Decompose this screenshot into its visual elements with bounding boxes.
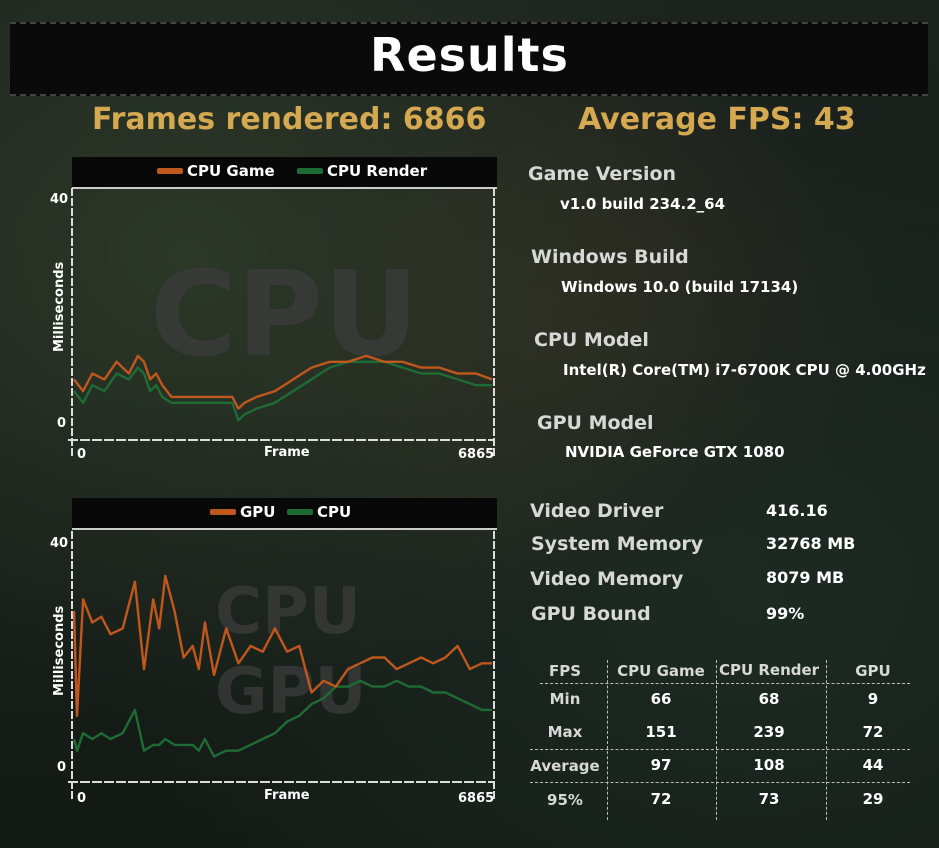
cpu-chart-xtick-min: 0 xyxy=(77,447,87,462)
windows-build-value: Windows 10.0 (build 17134) xyxy=(561,278,799,296)
gpu-model-label: GPU Model xyxy=(537,412,654,434)
series-line-cpu xyxy=(72,679,492,758)
fps-cell: 97 xyxy=(650,756,672,774)
legend-label-cpu-render: CPU Render xyxy=(327,162,428,180)
fps-table-header-fps: FPS xyxy=(548,662,582,680)
legend-item-gpu: GPU xyxy=(210,503,276,521)
fps-row-label-max: Max xyxy=(547,723,583,741)
gpu-chart-legend: GPU CPU xyxy=(72,498,497,530)
legend-label-cpu-game: CPU Game xyxy=(187,162,275,180)
cpu-chart-ytick-min: 0 xyxy=(57,416,67,431)
cpu-chart-legend: CPU Game CPU Render xyxy=(72,157,497,189)
series-line-cpu-game xyxy=(73,354,493,410)
frames-rendered-label: Frames rendered: xyxy=(92,102,403,137)
fps-table-divider xyxy=(530,749,910,750)
cpu-chart-xlabel: Frame xyxy=(264,445,310,460)
fps-cell: 151 xyxy=(645,723,677,741)
legend-swatch-cpu-render xyxy=(297,168,323,174)
fps-table-header-cpu-game: CPU Game xyxy=(617,662,705,680)
frames-rendered-value: 6866 xyxy=(402,102,487,137)
legend-swatch-gpu xyxy=(210,509,236,515)
cpu-chart-watermark: CPU xyxy=(150,245,419,383)
game-version-value: v1.0 build 234.2_64 xyxy=(560,195,726,213)
game-version-label: Game Version xyxy=(528,163,677,185)
legend-label-cpu: CPU xyxy=(317,503,352,521)
fps-table-divider xyxy=(530,782,910,783)
fps-row-label-average: Average xyxy=(530,757,600,775)
legend-item-cpu-render: CPU Render xyxy=(297,162,427,180)
fps-row-label-min: Min xyxy=(549,690,581,708)
legend-swatch-cpu-game xyxy=(157,168,183,174)
cpu-chart-xtick-max: 6865 xyxy=(458,447,495,462)
spec-value-video-memory: 8079 MB xyxy=(766,568,845,587)
page-title: Results xyxy=(370,28,569,82)
fps-cell: 108 xyxy=(753,756,785,774)
fps-cell: 29 xyxy=(862,790,884,808)
fps-cell: 239 xyxy=(753,723,785,741)
gpu-chart-ytick-max: 40 xyxy=(50,536,69,551)
gpu-chart-ytick-min: 0 xyxy=(57,760,67,775)
cpu-model-label: CPU Model xyxy=(534,329,649,351)
fps-cell: 68 xyxy=(758,690,780,708)
fps-table-divider xyxy=(607,660,608,820)
series-line-gpu xyxy=(72,574,492,717)
gpu-chart-watermark: CPU GPU xyxy=(215,575,367,729)
spec-label-video-memory: Video Memory xyxy=(530,568,684,590)
windows-build-label: Windows Build xyxy=(531,246,689,268)
fps-table-divider xyxy=(716,660,717,820)
fps-table-header-gpu: GPU xyxy=(855,662,891,680)
spec-value-system-memory: 32768 MB xyxy=(766,534,856,553)
spec-label-gpu-bound: GPU Bound xyxy=(531,603,651,625)
cpu-model-value: Intel(R) Core(TM) i7-6700K CPU @ 4.00GHz xyxy=(563,361,926,379)
legend-item-cpu-game: CPU Game xyxy=(157,162,275,180)
average-fps-label: Average FPS: xyxy=(578,102,814,137)
fps-cell: 66 xyxy=(650,690,672,708)
series-line-cpu-render xyxy=(73,360,492,422)
fps-cell: 9 xyxy=(867,690,879,708)
fps-table-header-cpu-render: CPU Render xyxy=(718,661,820,679)
spec-label-video-driver: Video Driver xyxy=(530,500,664,522)
legend-swatch-cpu xyxy=(287,509,313,515)
spec-label-system-memory: System Memory xyxy=(531,533,704,555)
gpu-model-value: NVIDIA GeForce GTX 1080 xyxy=(565,443,785,461)
legend-label-gpu: GPU xyxy=(240,503,276,521)
title-banner xyxy=(10,22,928,96)
fps-cell: 73 xyxy=(758,790,780,808)
gpu-chart-ylabel: Milliseconds xyxy=(52,605,67,696)
spec-value-gpu-bound: 99% xyxy=(766,604,805,623)
fps-row-label-95: 95% xyxy=(547,791,583,809)
average-fps: Average FPS: 43 xyxy=(578,102,856,137)
fps-cell: 72 xyxy=(650,790,672,808)
frames-rendered: Frames rendered: 6866 xyxy=(92,102,486,137)
gpu-chart-xtick-max: 6865 xyxy=(458,791,495,806)
fps-cell: 72 xyxy=(862,723,884,741)
legend-item-cpu: CPU xyxy=(287,503,351,521)
average-fps-value: 43 xyxy=(813,102,856,137)
gpu-chart-xlabel: Frame xyxy=(264,788,310,803)
gpu-chart-xtick-min: 0 xyxy=(77,791,87,806)
spec-value-video-driver: 416.16 xyxy=(766,501,828,520)
cpu-chart-ytick-max: 40 xyxy=(50,192,69,207)
fps-table-divider xyxy=(540,683,910,684)
fps-cell: 44 xyxy=(862,756,884,774)
fps-table-divider xyxy=(826,660,827,820)
